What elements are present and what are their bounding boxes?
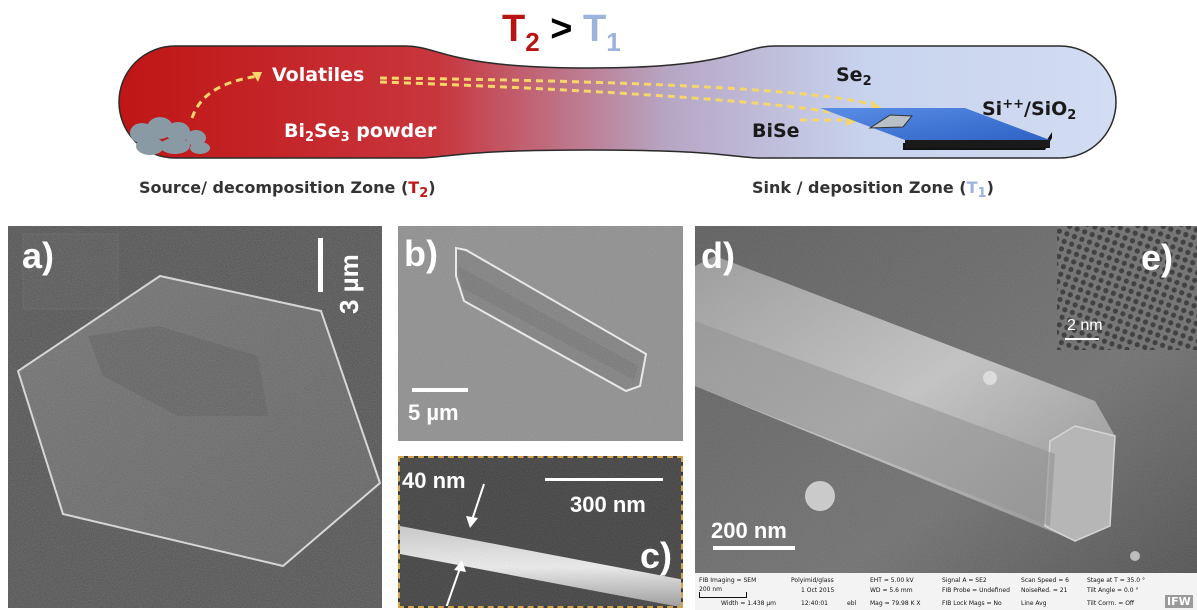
panel-d: d) 200 nm e) 2 nm FIB Imaging = SEM 200 …: [695, 226, 1197, 610]
panel-a-scale-label: 3 µm: [334, 254, 364, 314]
panel-e-label: e): [1141, 237, 1174, 278]
panel-b-scalebar: [412, 388, 468, 392]
panel-c-scale-label: 300 nm: [570, 492, 646, 517]
ifw-logo: IFW: [1165, 595, 1193, 608]
figure-title: T2 > T1: [502, 10, 621, 55]
arrow-volatiles-se2: [379, 76, 871, 106]
label-se2: Se2: [836, 64, 872, 89]
label-volatiles: Volatiles: [272, 64, 365, 86]
panel-c-width-label: 40 nm: [402, 468, 466, 493]
sem-info-scale: [699, 592, 747, 598]
panel-c: 40 nm 300 nm c): [398, 456, 683, 608]
tube-diagram: [118, 45, 1117, 159]
panel-d-scale-label: 200 nm: [711, 518, 787, 543]
panel-c-label: c): [640, 535, 673, 576]
hrtem-image: [1057, 226, 1197, 350]
label-bise: BiSe: [752, 120, 800, 142]
panel-c-scalebar: [545, 478, 663, 481]
arrow-volatiles-bise: [379, 80, 831, 114]
hexagon-flake-image: [8, 226, 382, 608]
panel-a-scalebar: [318, 238, 323, 292]
panel-a: a) 3 µm: [8, 226, 382, 608]
nanoribbon-image: [398, 226, 683, 441]
label-powder: Bi2Se3 powder: [284, 120, 437, 145]
panel-d-scalebar: [713, 546, 795, 550]
source-zone-label: Source/ decomposition Zone (T2): [139, 178, 436, 201]
substrate: [820, 108, 1050, 140]
panel-b: b) 5 µm: [398, 226, 683, 441]
substrate-edge: [905, 140, 1050, 148]
panel-b-scale-label: 5 µm: [408, 400, 459, 425]
panel-d-label: d): [701, 235, 735, 276]
panel-e-scale-label: 2 nm: [1067, 317, 1103, 334]
nanowire-image: [400, 458, 681, 606]
panel-e-scalebar: [1065, 338, 1099, 340]
title-gt: >: [539, 8, 583, 50]
sem-info-bar: FIB Imaging = SEM 200 nm Width = 1.438 µ…: [695, 573, 1197, 610]
label-substrate: Si++/SiO2: [982, 97, 1077, 123]
arrowhead-rise: [252, 72, 262, 82]
title-t1: T1: [583, 8, 621, 57]
panel-b-label: b): [404, 233, 438, 274]
panel-e: e) 2 nm: [1057, 226, 1197, 350]
powder-heap: [130, 117, 210, 155]
panel-a-label: a): [22, 235, 55, 276]
title-t2: T2: [502, 8, 540, 57]
flake: [868, 114, 914, 129]
sink-zone-label: Sink / deposition Zone (T1): [752, 178, 994, 201]
